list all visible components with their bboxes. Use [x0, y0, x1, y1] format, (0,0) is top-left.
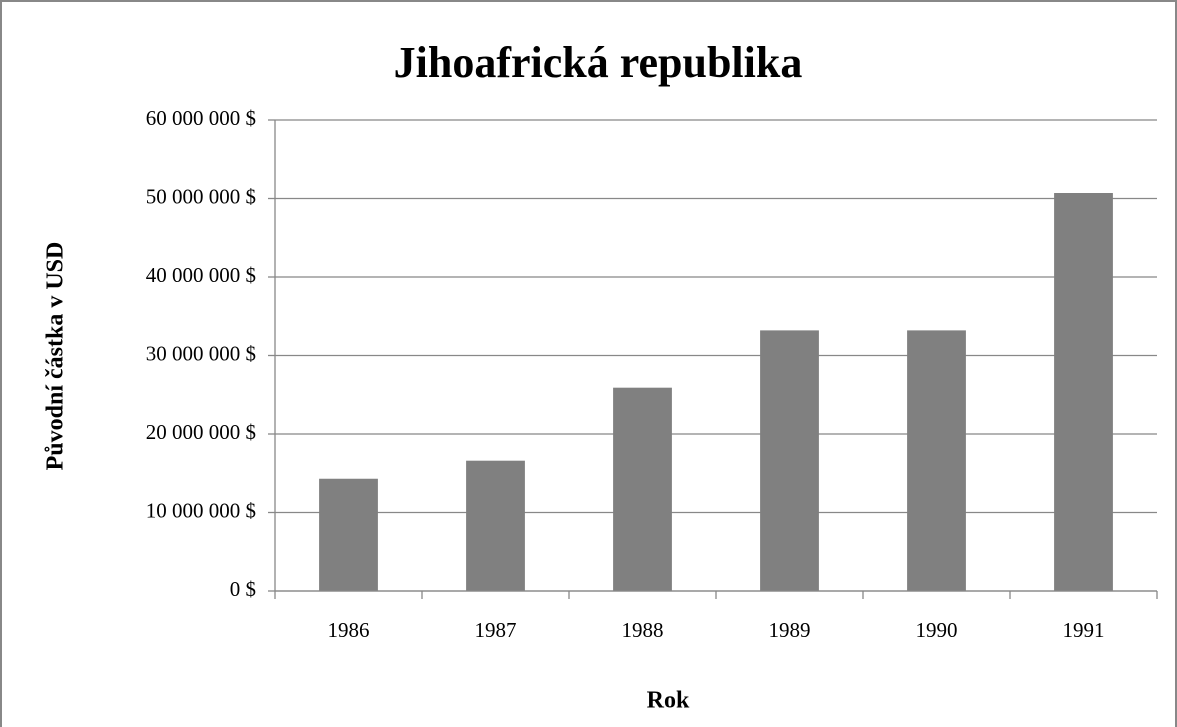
x-axis-label: Rok [647, 688, 690, 714]
x-tick-label: 1987 [475, 618, 517, 642]
chart-title: Jihoafrická republika [394, 38, 803, 87]
x-tick-label: 1986 [328, 618, 370, 642]
y-tick-label: 30 000 000 $ [146, 341, 256, 365]
y-tick-label: 50 000 000 $ [146, 184, 256, 208]
y-tick-label: 0 $ [230, 577, 256, 601]
bar [907, 330, 966, 591]
x-tick-label: 1991 [1063, 618, 1105, 642]
y-axis-label: Původní částka v USD [43, 242, 69, 471]
bar [613, 387, 672, 591]
y-tick-label: 40 000 000 $ [146, 263, 256, 287]
y-tick-label: 10 000 000 $ [146, 498, 256, 522]
y-tick-label: 60 000 000 $ [146, 106, 256, 130]
bar [760, 330, 819, 591]
x-tick-label: 1988 [622, 618, 664, 642]
bar [1054, 193, 1113, 591]
x-tick-label: 1989 [769, 618, 811, 642]
bar [466, 460, 525, 591]
bar [319, 478, 378, 591]
x-tick-label: 1990 [916, 618, 958, 642]
y-tick-label: 20 000 000 $ [146, 420, 256, 444]
